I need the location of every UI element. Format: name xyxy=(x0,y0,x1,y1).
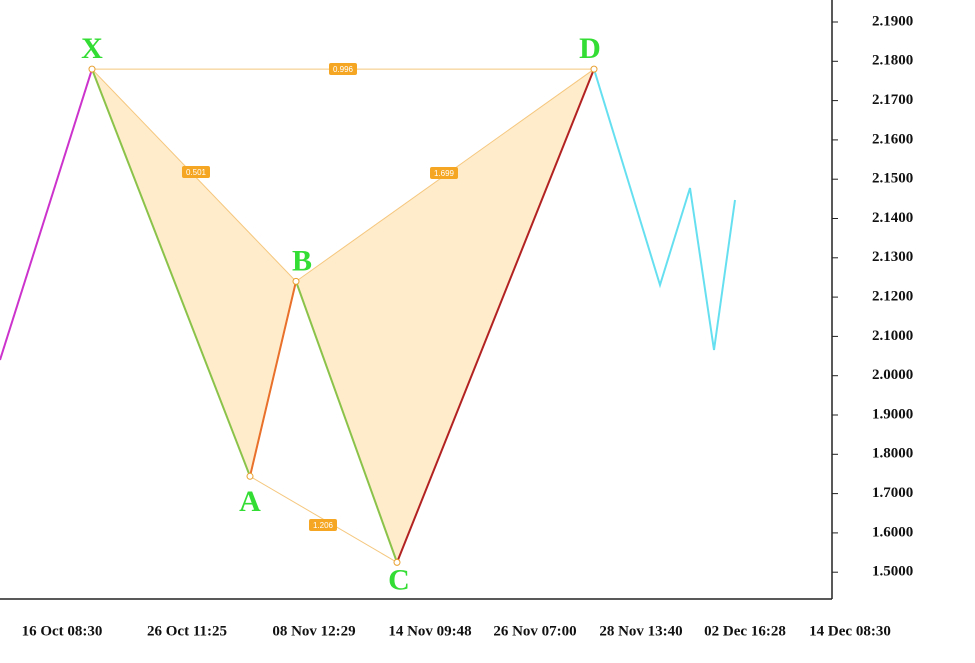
y-tick-label: 1.6000 xyxy=(872,524,913,540)
x-tick-label: 26 Oct 11:25 xyxy=(147,623,227,639)
x-tick-label: 08 Nov 12:29 xyxy=(272,623,355,639)
point-label: A xyxy=(239,485,261,518)
ratio-box xyxy=(182,166,210,178)
y-tick-label: 2.1500 xyxy=(872,171,913,187)
ratio-label: 1.699 xyxy=(434,169,455,178)
y-tick-label: 2.1800 xyxy=(872,53,913,69)
lead-in xyxy=(0,68,93,361)
y-tick-label: 1.9000 xyxy=(872,406,913,422)
ratio-box xyxy=(329,63,357,75)
x-tick-label: 28 Nov 13:40 xyxy=(599,623,682,639)
y-tick-label: 2.1600 xyxy=(872,131,913,147)
ratio-box xyxy=(309,519,337,531)
pattern-leg xyxy=(396,68,595,563)
y-tick-label: 1.7000 xyxy=(872,485,913,501)
pattern-point xyxy=(246,472,254,480)
ratio-label: 0.996 xyxy=(333,65,354,74)
y-tick-label: 2.0000 xyxy=(872,367,913,383)
y-tick-label: 1.8000 xyxy=(872,446,913,462)
y-tick-label: 2.1000 xyxy=(872,328,913,344)
point-label: X xyxy=(81,32,103,65)
y-tick-label: 1.5000 xyxy=(872,564,913,580)
trail xyxy=(593,68,736,351)
point-label: D xyxy=(579,32,601,65)
point-label: B xyxy=(292,244,312,277)
pattern-point xyxy=(590,65,598,73)
y-tick-label: 2.1900 xyxy=(872,13,913,29)
pattern-point xyxy=(292,277,300,285)
pattern-point xyxy=(393,558,401,566)
pattern-leg xyxy=(249,281,297,477)
pattern-point xyxy=(88,65,96,73)
y-tick-label: 2.1200 xyxy=(872,289,913,305)
x-tick-label: 26 Nov 07:00 xyxy=(493,623,576,639)
x-tick-label: 02 Dec 16:28 xyxy=(704,623,786,639)
ratio-label: 1.206 xyxy=(313,521,334,530)
x-tick-label: 14 Dec 08:30 xyxy=(809,623,891,639)
x-tick-label: 16 Oct 08:30 xyxy=(22,623,103,639)
point-label: C xyxy=(388,563,410,596)
ratio-label: 0.501 xyxy=(186,168,207,177)
pattern-leg xyxy=(91,68,251,477)
ratio-box xyxy=(430,167,458,179)
y-tick-label: 2.1400 xyxy=(872,210,913,226)
y-tick-label: 2.1300 xyxy=(872,249,913,265)
pattern-leg xyxy=(295,281,398,563)
y-tick-label: 2.1700 xyxy=(872,92,913,108)
x-tick-label: 14 Nov 09:48 xyxy=(388,623,471,639)
